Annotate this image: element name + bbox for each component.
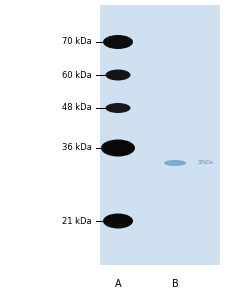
Ellipse shape xyxy=(103,35,133,49)
Text: 37kDa: 37kDa xyxy=(198,160,214,166)
Ellipse shape xyxy=(101,140,135,157)
Bar xyxy=(100,5,220,265)
Text: 70 kDa: 70 kDa xyxy=(62,38,92,46)
Ellipse shape xyxy=(103,214,133,229)
Text: B: B xyxy=(172,279,178,289)
Text: 60 kDa: 60 kDa xyxy=(62,70,92,80)
Text: 36 kDa: 36 kDa xyxy=(62,143,92,152)
Ellipse shape xyxy=(106,103,130,113)
Ellipse shape xyxy=(106,70,130,80)
Text: A: A xyxy=(115,279,121,289)
Text: 21 kDa: 21 kDa xyxy=(62,217,92,226)
Ellipse shape xyxy=(164,160,186,166)
Text: 48 kDa: 48 kDa xyxy=(62,103,92,112)
